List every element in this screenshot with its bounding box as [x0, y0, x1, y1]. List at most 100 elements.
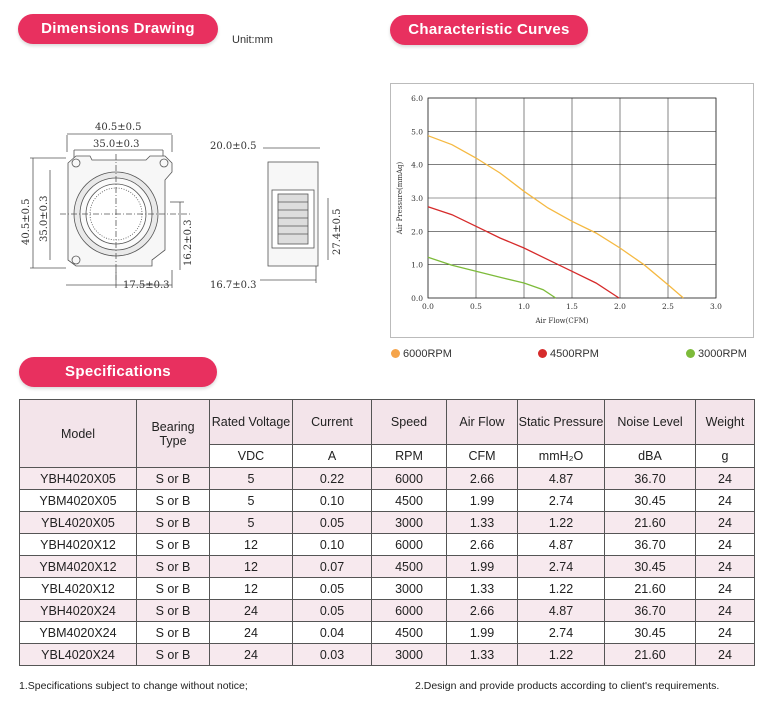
table-row: YBM4020X05 S or B 5 0.10 4500 1.99 2.74 30.45 24	[19, 489, 755, 512]
table-cell: 6000	[371, 533, 447, 556]
table-cell: S or B	[136, 489, 210, 512]
table-cell: 2.74	[517, 555, 605, 578]
table-cell: 2.66	[446, 467, 518, 490]
table-cell: 21.60	[604, 643, 696, 666]
table-cell: 3000	[371, 511, 447, 534]
y-tick-label: 6.0	[411, 94, 423, 103]
table-cell: 5	[209, 511, 293, 534]
front-view	[30, 133, 190, 288]
table-cell: 21.60	[604, 511, 696, 534]
legend-label-4500rpm: 4500RPM	[550, 348, 599, 360]
table-cell: YBL4020X12	[19, 577, 137, 600]
table-cell: 3000	[371, 577, 447, 600]
legend-label-6000rpm: 6000RPM	[403, 348, 452, 360]
dim-outlet-height: 16.2±0.3	[183, 219, 194, 266]
table-cell: 0.05	[292, 577, 372, 600]
table-row: YBH4020X12 S or B 12 0.10 6000 2.66 4.87 36.70 2…	[19, 533, 755, 556]
legend-dot-3000rpm	[686, 349, 695, 358]
table-header-row: Model Bearing Type Rated Voltage Current…	[19, 399, 755, 468]
side-view	[260, 147, 329, 283]
table-cell: 4.87	[517, 467, 605, 490]
th-model: Model	[19, 399, 137, 468]
specifications-table: Model Bearing Type Rated Voltage Current…	[19, 399, 755, 666]
table-cell: 36.70	[604, 599, 696, 622]
dim-width-outer: 40.5±0.5	[95, 122, 142, 133]
table-cell: S or B	[136, 577, 210, 600]
table-row: YBL4020X12 S or B 12 0.05 3000 1.33 1.22 21.60 2…	[19, 577, 755, 600]
table-cell: S or B	[136, 511, 210, 534]
table-cell: 1.22	[517, 643, 605, 666]
table-cell: 24	[695, 599, 755, 622]
dim-width-inner: 35.0±0.3	[93, 139, 140, 150]
table-cell: 4.87	[517, 599, 605, 622]
table-cell: 24	[695, 621, 755, 644]
table-cell: YBH4020X12	[19, 533, 137, 556]
y-tick-label: 4.0	[411, 161, 423, 170]
unit-g: g	[695, 444, 755, 468]
y-tick-label: 5.0	[411, 127, 423, 136]
th-static-pressure: Static Pressure	[517, 399, 605, 445]
th-noise-level: Noise Level	[604, 399, 696, 445]
x-tick-label: 0.0	[422, 302, 434, 311]
table-cell: 24	[209, 621, 293, 644]
dim-side-width: 20.0±0.5	[210, 141, 257, 152]
table-cell: 1.22	[517, 577, 605, 600]
x-tick-label: 2.0	[614, 302, 626, 311]
curve-3000rpm	[427, 256, 557, 299]
table-cell: 0.07	[292, 555, 372, 578]
table-cell: YBL4020X05	[19, 511, 137, 534]
table-cell: 1.33	[446, 643, 518, 666]
specifications-heading: Specifications	[19, 357, 217, 387]
note-right: 2.Design and provide products according …	[415, 680, 720, 692]
table-cell: 6000	[371, 467, 447, 490]
table-cell: YBL4020X24	[19, 643, 137, 666]
table-cell: 24	[209, 643, 293, 666]
table-row: YBL4020X24 S or B 24 0.03 3000 1.33 1.22 21.60 2…	[19, 643, 755, 666]
table-cell: 0.05	[292, 511, 372, 534]
characteristic-curves-heading: Characteristic Curves	[390, 15, 588, 45]
dim-bottom: 17.5±0.3	[123, 280, 170, 291]
x-axis-label: Air Flow(CFM)	[534, 317, 588, 325]
x-tick-label: 0.5	[470, 302, 482, 311]
table-cell: 5	[209, 489, 293, 512]
table-cell: 0.22	[292, 467, 372, 490]
table-cell: YBM4020X24	[19, 621, 137, 644]
y-tick-label: 0.0	[411, 294, 423, 303]
table-body: YBH4020X05 S or B 5 0.22 6000 2.66 4.87 36.70 24…	[19, 467, 755, 666]
table-cell: 0.10	[292, 533, 372, 556]
curve-plot: 0.0 0.5 1.0 1.5 2.0 2.5 3.0 0.0 1.0 2.0 3.0 4.0 5.0 6…	[396, 94, 722, 325]
table-cell: 24	[695, 533, 755, 556]
table-cell: S or B	[136, 643, 210, 666]
y-tick-label: 2.0	[411, 227, 423, 236]
unit-label: Unit:mm	[232, 34, 273, 46]
table-cell: 12	[209, 577, 293, 600]
table-cell: 6000	[371, 599, 447, 622]
table-cell: 4500	[371, 489, 447, 512]
table-cell: 24	[695, 489, 755, 512]
table-cell: 30.45	[604, 621, 696, 644]
table-cell: 30.45	[604, 489, 696, 512]
legend-4500rpm: 4500RPM	[538, 348, 599, 360]
unit-cfm: CFM	[446, 444, 518, 468]
table-cell: 0.04	[292, 621, 372, 644]
unit-rpm: RPM	[371, 444, 447, 468]
table-cell: 4500	[371, 555, 447, 578]
table-cell: 5	[209, 467, 293, 490]
dim-side-bottom: 16.7±0.3	[210, 280, 257, 291]
table-unit-row: VDC A RPM CFM mmH₂O dBA g	[20, 444, 755, 468]
table-cell: S or B	[136, 621, 210, 644]
y-tick-label: 1.0	[411, 261, 423, 270]
curve-6000rpm	[427, 135, 684, 299]
legend-3000rpm: 3000RPM	[686, 348, 747, 360]
table-cell: 24	[695, 643, 755, 666]
table-cell: 1.99	[446, 621, 518, 644]
table-cell: 1.99	[446, 489, 518, 512]
y-axis-label: Air Pressure(mmAq)	[396, 161, 404, 235]
table-cell: 4.87	[517, 533, 605, 556]
x-tick-label: 3.0	[710, 302, 722, 311]
table-cell: 1.33	[446, 577, 518, 600]
table-cell: 1.22	[517, 511, 605, 534]
table-cell: YBH4020X24	[19, 599, 137, 622]
table-cell: 30.45	[604, 555, 696, 578]
table-cell: 36.70	[604, 467, 696, 490]
